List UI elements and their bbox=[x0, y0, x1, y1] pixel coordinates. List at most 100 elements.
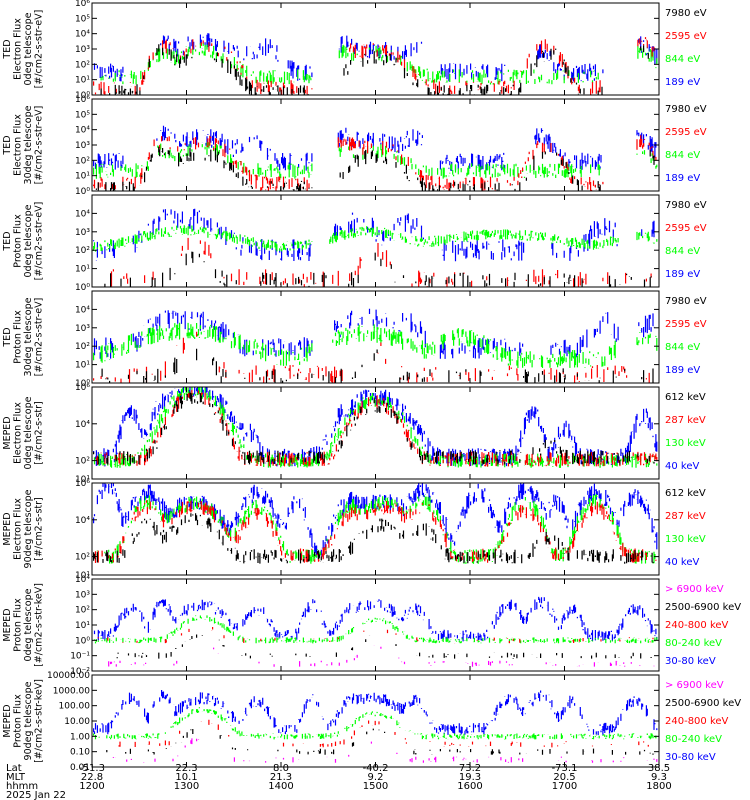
panel-7-data bbox=[93, 596, 658, 667]
panel-5-ytick-label-4: 10⁶ bbox=[75, 383, 90, 393]
panel-2-ylabel-line-2: Electron Flux bbox=[13, 114, 24, 176]
x-mlt-value-6: 20.5 bbox=[553, 772, 575, 783]
panel-2-ylabel-line-1: TED bbox=[2, 135, 13, 155]
panel-1-legend-3: 844 eV bbox=[665, 54, 700, 65]
panel-1-series-1 bbox=[93, 33, 658, 82]
panel-5-ylabel: MEPEDElectron Flux0deg telescope[#/cm2-s… bbox=[2, 396, 45, 469]
panel-7-ytick-label-6: 10³ bbox=[75, 590, 90, 600]
panel-8: 0.010.101.0010.00100.001000.0010000.00ME… bbox=[2, 671, 741, 773]
panel-4-ytick-label-4: 10³ bbox=[75, 324, 90, 334]
panel-4-series-3 bbox=[93, 331, 650, 383]
panel-7-series-1 bbox=[93, 596, 658, 642]
panel-4-ytick-label-3: 10² bbox=[75, 342, 90, 352]
panel-8-ytick-label-3: 1.00 bbox=[70, 732, 90, 742]
panel-7-frame bbox=[91, 578, 660, 672]
panel-1-ylabel-line-4: [#/cm2-s-str-eV] bbox=[34, 10, 45, 89]
x-mlt-value-2: 10.1 bbox=[175, 772, 197, 783]
panel-2-ylabel-line-4: [#/cm2-s-str-eV] bbox=[34, 106, 45, 185]
panel-1-legend-1: 7980 eV bbox=[665, 8, 707, 19]
panel-8-legend-5: 30-80 keV bbox=[665, 752, 716, 763]
panel-3-series-2 bbox=[93, 225, 658, 252]
panel-1-ylabel-line-3: 0deg telescope bbox=[23, 12, 34, 85]
panel-1-ytick-label-5: 10⁴ bbox=[75, 30, 90, 40]
panel-5-ytick-label-3: 10⁴ bbox=[75, 420, 90, 430]
panel-3-series-4 bbox=[104, 251, 652, 287]
panel-4-ylabel-line-2: Proton Flux bbox=[13, 310, 24, 364]
panel-1-ytick-label-7: 10⁶ bbox=[75, 0, 90, 9]
panel-5-legend-2: 287 keV bbox=[665, 415, 706, 426]
panel-8-ylabel-line-2: Proton Flux bbox=[13, 694, 24, 748]
panel-2-ylabel-line-3: 30deg telescope bbox=[23, 105, 34, 184]
x-date-label: 2025 Jan 22 bbox=[6, 790, 66, 800]
x-mlt-value-5: 19.3 bbox=[459, 772, 481, 783]
panel-5-legend-3: 130 keV bbox=[665, 438, 706, 449]
panel-7-legend-5: 30-80 keV bbox=[665, 656, 716, 667]
panel-3-ytick-label-4: 10³ bbox=[75, 228, 90, 238]
panel-7-series-3 bbox=[97, 627, 654, 644]
panel-1-ylabel-line-2: Electron Flux bbox=[13, 18, 24, 80]
panel-6-ylabel-line-3: 90deg telescope bbox=[23, 489, 34, 568]
panel-4-ylabel-line-4: [#/cm2-s-str-eV] bbox=[34, 298, 45, 377]
panel-6-ylabel-line-4: [#/cm2-s-str] bbox=[34, 497, 45, 560]
panel-8-series-4 bbox=[106, 728, 656, 755]
panel-6-ytick-label-2: 10² bbox=[75, 553, 90, 563]
panel-7-legend-3: 240-800 keV bbox=[665, 620, 729, 631]
panel-3-ytick-label-2: 10¹ bbox=[75, 265, 90, 275]
panel-2-ylabel: TEDElectron Flux30deg telescope[#/cm2-s-… bbox=[2, 105, 45, 184]
panel-2-ytick-label-6: 10⁵ bbox=[75, 110, 90, 120]
panel-2-series-1 bbox=[93, 125, 657, 171]
panel-1: 10⁰ 10¹ 10² 10³ 10⁴ 10⁵ 10⁶ TEDElectron Flux0de… bbox=[2, 0, 707, 101]
panel-1-legend-2: 2595 eV bbox=[665, 31, 707, 42]
panel-5: 10¹ 10² 10⁴ 10⁶ MEPEDElectron Flux0deg teles… bbox=[2, 383, 706, 485]
panel-4-ylabel-line-3: 30deg telescope bbox=[23, 297, 34, 376]
panel-7-ylabel-line-1: MEPED bbox=[2, 608, 13, 641]
panel-6-ylabel: MEPEDElectron Flux90deg telescope[#/cm2-… bbox=[2, 489, 45, 568]
panel-8-series-3 bbox=[118, 719, 649, 748]
panel-8-ylabel-line-4: [#/cm2-s-str-keV] bbox=[34, 679, 45, 763]
panel-3-ytick-label-3: 10² bbox=[75, 246, 90, 256]
panel-6-legend-3: 130 keV bbox=[665, 534, 706, 545]
panel-1-legend-4: 189 eV bbox=[665, 77, 700, 88]
panel-4-legend-4: 189 eV bbox=[665, 365, 700, 376]
panel-7-legend-1: > 6900 keV bbox=[665, 584, 724, 595]
panel-2: 10⁰ 10¹ 10² 10³ 10⁴ 10⁵ 10⁶ TEDElectron Flux30d… bbox=[2, 95, 707, 197]
panel-6-ylabel-line-2: Electron Flux bbox=[13, 498, 24, 560]
panel-7-ytick-label-3: 10⁰ bbox=[75, 636, 90, 646]
panel-8-ylabel-line-3: 90deg telescope bbox=[23, 681, 34, 760]
panel-3-legend-2: 2595 eV bbox=[665, 223, 707, 234]
panel-5-legend-1: 612 keV bbox=[665, 392, 706, 403]
panel-2-legend-4: 189 eV bbox=[665, 173, 700, 184]
panel-2-ytick-label-4: 10³ bbox=[75, 141, 90, 151]
panel-2-series-3 bbox=[93, 135, 657, 191]
x-hhmm-value-7: 1800 bbox=[646, 781, 671, 792]
panel-6-legend-1: 612 keV bbox=[665, 488, 706, 499]
panel-2-legend-2: 2595 eV bbox=[665, 127, 707, 138]
panel-3-ylabel-line-3: 0deg telescope bbox=[23, 204, 34, 277]
panel-4-legend-1: 7980 eV bbox=[665, 296, 707, 307]
x-lat-value-7: 38.5 bbox=[648, 763, 670, 774]
x-mlt-value-3: 21.3 bbox=[270, 772, 292, 783]
x-row-label-mlt: MLT bbox=[6, 772, 26, 783]
panel-3-legend-3: 844 eV bbox=[665, 246, 700, 257]
panel-3-data bbox=[93, 208, 658, 287]
panel-4-legend-3: 844 eV bbox=[665, 342, 700, 353]
panel-2-ytick-label-7: 10⁶ bbox=[75, 95, 90, 105]
panel-7-series-2 bbox=[93, 615, 658, 644]
panel-1-series-3 bbox=[93, 37, 658, 95]
panel-7-ytick-label-5: 10² bbox=[75, 606, 90, 616]
panel-2-data bbox=[93, 125, 658, 191]
panel-3-legend-4: 189 eV bbox=[665, 269, 700, 280]
panel-8-ylabel-line-1: MEPED bbox=[2, 704, 13, 737]
panel-6-ylabel-line-1: MEPED bbox=[2, 512, 13, 545]
panel-3-ylabel-line-1: TED bbox=[2, 231, 13, 251]
panel-7-legend-4: 80-240 keV bbox=[665, 638, 722, 649]
panel-3-legend-1: 7980 eV bbox=[665, 200, 707, 211]
x-hhmm-value-5: 1600 bbox=[457, 781, 482, 792]
panel-2-ytick-label-5: 10⁴ bbox=[75, 126, 90, 136]
x-hhmm-value-6: 1700 bbox=[552, 781, 577, 792]
panel-7-ytick-label-2: 10⁻¹ bbox=[70, 652, 90, 662]
panel-8-ytick-label-2: 0.10 bbox=[70, 748, 90, 758]
panel-3-ytick-label-5: 10⁴ bbox=[75, 209, 90, 219]
